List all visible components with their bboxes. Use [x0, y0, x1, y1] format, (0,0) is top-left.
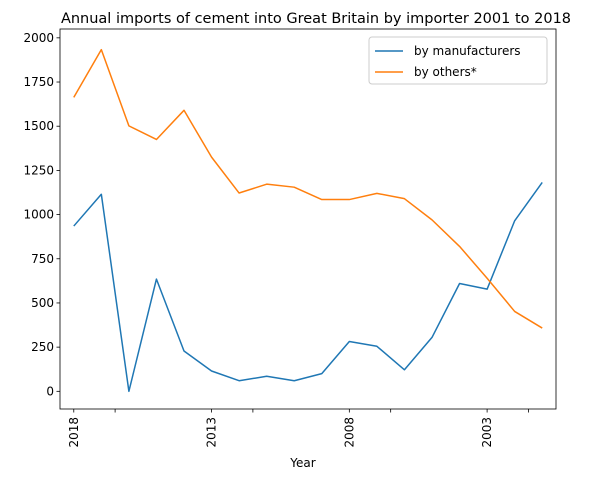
legend-label-2: by others*: [414, 65, 477, 79]
plot-area: [59, 28, 557, 410]
series-line-1: [73, 181, 543, 393]
y-tick-label: 500: [31, 296, 54, 310]
legend-label-1: by manufacturers: [414, 44, 521, 58]
y-tick-label: 1500: [23, 119, 54, 133]
x-tick-label: 2008: [342, 417, 356, 448]
x-tick-label: 2018: [67, 417, 81, 448]
legend-box: [368, 36, 548, 85]
plot-frame: [59, 28, 557, 410]
x-tick-label: 2013: [205, 417, 219, 448]
chart-title: Annual imports of cement into Great Brit…: [61, 11, 571, 27]
x-axis-label: Year: [289, 456, 315, 470]
series-line-2: [73, 48, 543, 329]
y-tick-label: 1000: [23, 208, 54, 222]
y-tick-label: 250: [31, 340, 54, 354]
y-tick-label: 1750: [23, 75, 54, 89]
x-tick-label: 2003: [480, 417, 494, 448]
y-axis: 0 250 500 750 1000 1250 1500 1750 2000: [23, 31, 60, 398]
x-axis: 2018 2013 2008 2003: [67, 409, 529, 448]
legend: by manufacturers by others*: [368, 36, 548, 85]
y-tick-label: 1250: [23, 163, 54, 177]
y-tick-label: 750: [31, 252, 54, 266]
y-tick-label: 2000: [23, 31, 54, 45]
y-tick-label: 0: [46, 384, 54, 398]
